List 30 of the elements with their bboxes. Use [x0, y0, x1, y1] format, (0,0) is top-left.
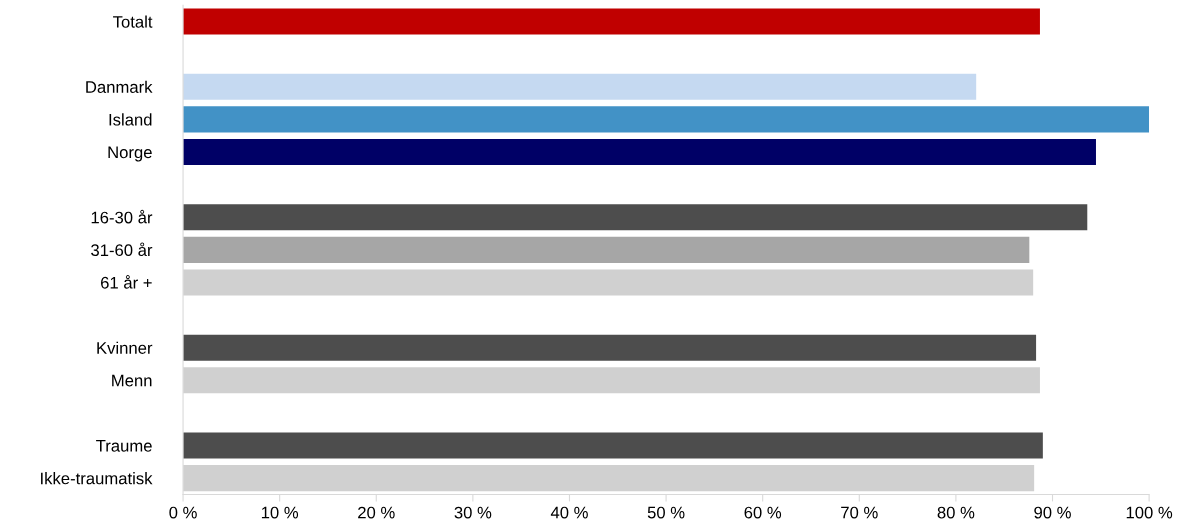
x-tick-label: 40 %	[550, 506, 588, 519]
y-tick-label: 16-30 år	[91, 209, 153, 224]
y-tick-label: Danmark	[86, 80, 153, 93]
x-tick-label: 0 %	[169, 506, 197, 519]
bar	[183, 432, 1043, 459]
x-tick-label: 80 %	[937, 506, 975, 519]
y-tick-label: Ikke-traumatisk	[41, 472, 153, 485]
y-tick-label: Traume	[96, 440, 152, 452]
x-tick-label: 20 %	[358, 506, 395, 519]
x-tick-label: 70 %	[841, 506, 878, 519]
y-tick-label: 31-60 år	[91, 242, 153, 257]
x-tick-label: 60 %	[744, 506, 782, 519]
x-tick-label: 50 %	[647, 506, 685, 519]
bar	[183, 73, 977, 100]
x-tick-label: 100 %	[1126, 506, 1173, 519]
x-tick-label: 30 %	[454, 506, 492, 519]
bar	[183, 204, 1088, 231]
y-tick-label: Island	[109, 113, 152, 126]
y-tick-label: 61 år +	[101, 275, 152, 289]
y-tick-label: Kvinner	[97, 341, 153, 354]
x-tick-label: 90 %	[1034, 506, 1071, 519]
bar	[183, 8, 1040, 35]
y-tick-label: Totalt	[113, 15, 153, 28]
bar	[183, 138, 1096, 166]
y-tick-label: Norge	[108, 146, 152, 162]
y-tick-label: Menn	[112, 374, 152, 387]
bar	[183, 236, 1030, 263]
x-tick-label: 10 %	[261, 506, 299, 519]
bar	[183, 334, 1037, 361]
bar	[183, 106, 1150, 133]
